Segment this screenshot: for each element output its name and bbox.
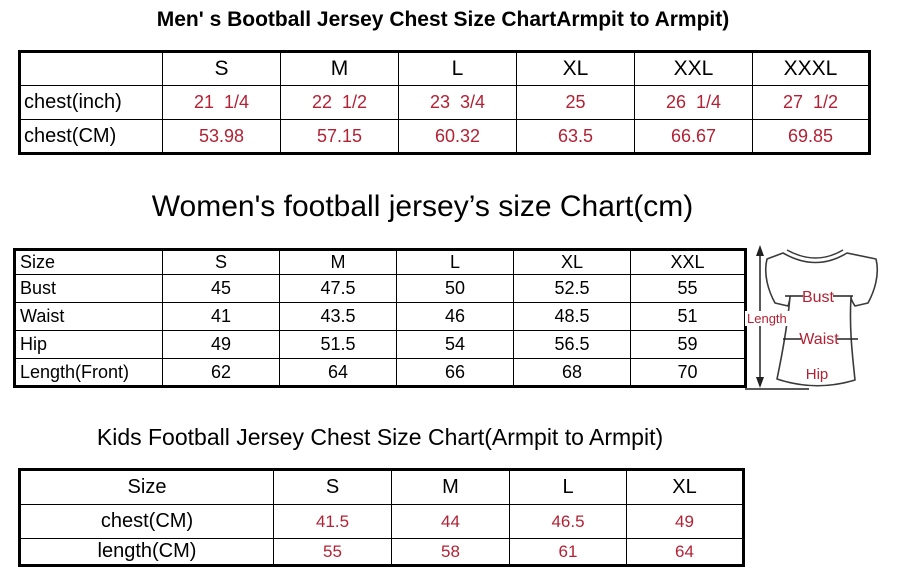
row-label: chest(CM) (19, 504, 274, 539)
size-value: 46 (396, 302, 514, 331)
size-value: 46.5 (509, 504, 627, 539)
mens-chart-title: Men' s Bootball Jersey Chest Size ChartA… (156, 8, 730, 31)
size-column-header: XL (626, 469, 744, 505)
size-column-header: XXL (634, 51, 753, 86)
size-column-header: L (509, 469, 627, 505)
size-value: 60.32 (398, 119, 517, 154)
size-value: 55 (273, 538, 392, 566)
corner-cell (19, 51, 163, 86)
size-value: 22 1/2 (280, 85, 399, 120)
row-label: Waist (14, 302, 163, 331)
mens-size-table: S M L XL XXL XXXL chest(inch) 21 1/4 22 … (18, 50, 871, 155)
table-header-row: Size S M L XL (19, 469, 744, 505)
size-value: 51.5 (279, 330, 397, 359)
size-value: 50 (396, 274, 514, 303)
size-value: 59 (630, 330, 746, 359)
size-column-header: XL (513, 249, 631, 275)
size-value: 64 (626, 538, 744, 566)
size-column-header: L (398, 51, 517, 86)
size-value: 21 1/4 (162, 85, 281, 120)
kids-size-table: Size S M L XL chest(CM) 41.5 44 46.5 49 … (18, 468, 745, 567)
size-value: 41.5 (273, 504, 392, 539)
size-value: 48.5 (513, 302, 631, 331)
size-column-header: S (273, 469, 392, 505)
row-label: Hip (14, 330, 163, 359)
size-value: 57.15 (280, 119, 399, 154)
size-value: 43.5 (279, 302, 397, 331)
table-row: chest(inch) 21 1/4 22 1/2 23 3/4 25 26 1… (19, 85, 870, 120)
table-row: length(CM) 55 58 61 64 (19, 538, 744, 566)
size-value: 52.5 (513, 274, 631, 303)
size-value: 23 3/4 (398, 85, 517, 120)
row-label: Bust (14, 274, 163, 303)
size-column-header: M (279, 249, 397, 275)
size-value: 62 (162, 358, 280, 387)
size-column-header: L (396, 249, 514, 275)
size-value: 49 (162, 330, 280, 359)
tshirt-icon (764, 249, 879, 387)
table-row: chest(CM) 53.98 57.15 60.32 63.5 66.67 6… (19, 119, 870, 154)
size-value: 68 (513, 358, 631, 387)
size-column-header: XXXL (752, 51, 870, 86)
size-value: 56.5 (513, 330, 631, 359)
size-value: 41 (162, 302, 280, 331)
size-value: 53.98 (162, 119, 281, 154)
womens-size-table: Size S M L XL XXL Bust 45 47.5 50 52.5 5… (13, 248, 747, 388)
table-header-row: Size S M L XL XXL (14, 249, 746, 275)
size-value: 54 (396, 330, 514, 359)
size-column-header: XL (516, 51, 635, 86)
row-label: chest(CM) (19, 119, 163, 154)
table-row: Waist 41 43.5 46 48.5 51 (14, 302, 746, 331)
hip-label: Hip (806, 366, 829, 383)
size-value: 69.85 (752, 119, 870, 154)
size-column-header: S (162, 249, 280, 275)
size-column-header: S (162, 51, 281, 86)
size-value: 55 (630, 274, 746, 303)
length-label: Length (747, 311, 787, 326)
size-value: 70 (630, 358, 746, 387)
tshirt-measurement-diagram: Length Bust Waist Hip (745, 245, 879, 390)
size-value: 61 (509, 538, 627, 566)
table-row: Hip 49 51.5 54 56.5 59 (14, 330, 746, 359)
size-header-label: Size (19, 469, 274, 505)
size-value: 51 (630, 302, 746, 331)
womens-chart-title: Women's football jersey’s size Chart(cm) (151, 190, 694, 223)
size-value: 45 (162, 274, 280, 303)
size-value: 58 (391, 538, 510, 566)
bust-label: Bust (802, 289, 835, 306)
row-label: Length(Front) (14, 358, 163, 387)
size-value: 63.5 (516, 119, 635, 154)
table-row: Bust 45 47.5 50 52.5 55 (14, 274, 746, 303)
size-value: 44 (391, 504, 510, 539)
size-value: 66 (396, 358, 514, 387)
size-value: 47.5 (279, 274, 397, 303)
size-value: 66.67 (634, 119, 753, 154)
size-value: 49 (626, 504, 744, 539)
size-value: 27 1/2 (752, 85, 870, 120)
size-column-header: M (280, 51, 399, 86)
table-row: chest(CM) 41.5 44 46.5 49 (19, 504, 744, 539)
table-row: Length(Front) 62 64 66 68 70 (14, 358, 746, 387)
table-header-row: S M L XL XXL XXXL (19, 51, 870, 86)
size-column-header: XXL (630, 249, 746, 275)
size-value: 25 (516, 85, 635, 120)
waist-label: Waist (799, 331, 839, 348)
size-value: 26 1/4 (634, 85, 753, 120)
row-label: chest(inch) (19, 85, 163, 120)
size-value: 64 (279, 358, 397, 387)
row-label: length(CM) (19, 538, 274, 566)
kids-chart-title: Kids Football Jersey Chest Size Chart(Ar… (96, 424, 664, 450)
size-column-header: M (391, 469, 510, 505)
size-header-label: Size (14, 249, 163, 275)
